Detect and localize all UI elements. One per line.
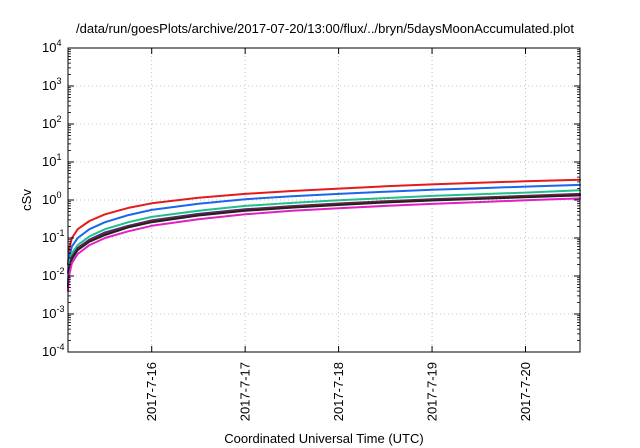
- y-tick-exponent: 1: [56, 152, 61, 162]
- y-tick-base: 10: [42, 306, 56, 321]
- y-tick-base: 10: [42, 154, 56, 169]
- y-tick-base: 10: [42, 78, 56, 93]
- y-tick-base: 10: [42, 40, 56, 55]
- y-tick-base: 10: [42, 116, 56, 131]
- x-tick-label: 2017-7-16: [144, 362, 159, 421]
- y-tick-label: 102: [42, 114, 61, 131]
- x-tick-label: 2017-7-19: [425, 362, 440, 421]
- data-series: [67, 178, 581, 293]
- x-tick-label: 2017-7-18: [331, 362, 346, 421]
- y-tick-label: 10-2: [42, 266, 64, 283]
- y-tick-exponent: 3: [56, 76, 61, 86]
- x-axis-label: Coordinated Universal Time (UTC): [224, 431, 423, 446]
- grid-lines: [68, 47, 580, 353]
- y-tick-exponent: 4: [56, 38, 61, 48]
- series-line-3: [67, 189, 581, 281]
- y-tick-base: 10: [42, 268, 56, 283]
- x-tick-label: 2017-7-17: [238, 362, 253, 421]
- y-axis-label: cSv: [19, 189, 34, 211]
- y-tick-base: 10: [42, 344, 56, 359]
- y-tick-label: 101: [42, 152, 61, 169]
- y-tick-exponent: -4: [56, 342, 64, 352]
- series-line-2: [67, 183, 581, 274]
- y-tick-base: 10: [42, 192, 56, 207]
- series-line-4: [67, 192, 581, 286]
- y-tick-label: 103: [42, 76, 61, 93]
- y-tick-label: 100: [42, 190, 61, 207]
- chart-title: /data/run/goesPlots/archive/2017-07-20/1…: [76, 21, 574, 36]
- series-line-1: [67, 178, 581, 266]
- x-axis-ticks: 2017-7-16 2017-7-17 2017-7-18 2017-7-19 2017…: [144, 48, 533, 421]
- y-tick-label: 10-1: [42, 228, 64, 245]
- series-line-7: [67, 197, 581, 293]
- y-tick-exponent: -2: [56, 266, 64, 276]
- y-tick-exponent: 2: [56, 114, 61, 124]
- y-tick-exponent: -1: [56, 228, 64, 238]
- y-tick-base: 10: [42, 230, 56, 245]
- y-tick-label: 10-4: [42, 342, 64, 359]
- y-tick-exponent: 0: [56, 190, 61, 200]
- y-tick-exponent: -3: [56, 304, 64, 314]
- series-line-6: [67, 194, 581, 289]
- y-tick-label: 10-3: [42, 304, 64, 321]
- y-tick-label: 104: [42, 38, 61, 55]
- x-tick-label: 2017-7-20: [518, 362, 533, 421]
